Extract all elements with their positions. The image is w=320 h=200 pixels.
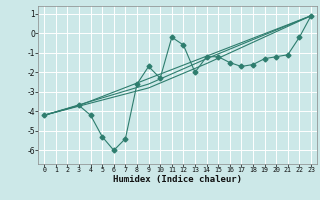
X-axis label: Humidex (Indice chaleur): Humidex (Indice chaleur) xyxy=(113,175,242,184)
